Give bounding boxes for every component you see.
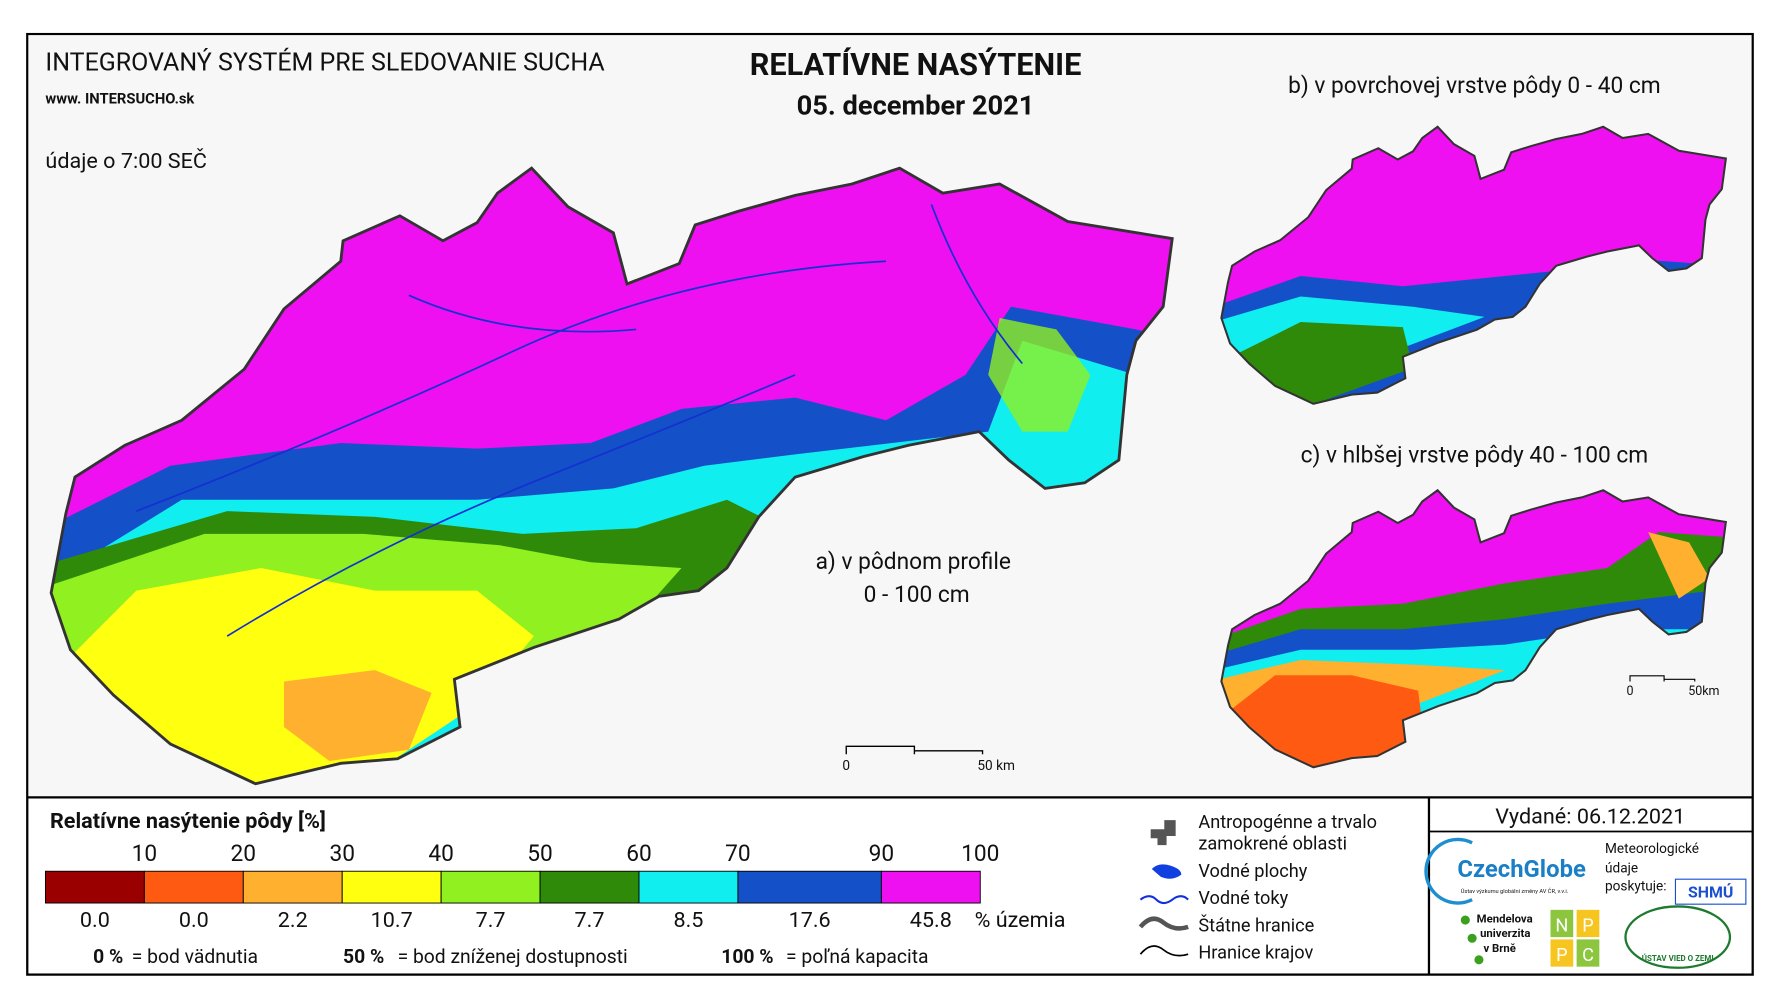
class-share: 45.8 <box>910 908 952 933</box>
shmu-note: údaje <box>1605 860 1638 876</box>
dot <box>1474 955 1484 965</box>
uvz: ÚSTAV VIED O ZEMI <box>1642 954 1714 963</box>
class-share: 2.2 <box>278 908 308 933</box>
legend-swatch <box>880 870 981 904</box>
nppc: P <box>1556 945 1567 966</box>
legend-label: Vodné toky <box>1198 888 1288 909</box>
nppc-tile <box>1550 939 1574 967</box>
issued-date: Vydané: 06.12.2021 <box>1495 805 1685 830</box>
mendel: Mendelova <box>1477 911 1533 925</box>
legend-icon <box>1151 864 1182 879</box>
shmu-note: poskytuje: <box>1605 879 1667 895</box>
legend-icon <box>1138 916 1189 931</box>
note-key: 100 % <box>721 945 773 968</box>
nppc-tile <box>1550 909 1574 938</box>
legend-title: Relatívne nasýtenie pôdy [%] <box>50 809 326 834</box>
uvz-logo <box>1624 905 1732 969</box>
time-note: údaje o 7:00 SEČ <box>45 147 207 174</box>
legend-label: Hranice krajov <box>1198 943 1313 964</box>
map-label: a) v pôdnom profile <box>816 548 1011 575</box>
scale-label: 0 <box>842 758 850 774</box>
note-text: = bod zníženej dostupnosti <box>398 945 628 968</box>
note-key: 0 % <box>93 945 123 968</box>
scale-label: 50km <box>1688 684 1719 699</box>
class-share: 0.0 <box>179 908 209 933</box>
czechglobe-sub: Ústav výzkumu globální změny AV ČR, v.v.… <box>1461 888 1569 895</box>
logo-arc <box>1424 837 1473 905</box>
map-legend: Antropogénne a trvalo zamokrené oblasti … <box>1138 812 1377 964</box>
legend-swatch <box>242 870 343 904</box>
legend-notes: 0 % = bod vädnutia 50 % = bod zníženej dost… <box>93 945 928 968</box>
threshold-label: 50 <box>527 840 553 867</box>
legend-label: zamokrené oblasti <box>1198 834 1347 855</box>
class-share: 7.7 <box>476 908 506 933</box>
title: RELATÍVNE NASÝTENIE <box>750 46 1082 83</box>
legend-swatch <box>638 870 739 904</box>
threshold-label: 60 <box>626 840 652 867</box>
legend-swatch <box>143 870 244 904</box>
legend-label: Štátne hranice <box>1198 914 1314 936</box>
class-share: 8.5 <box>673 908 703 933</box>
threshold-label: 70 <box>725 840 751 867</box>
dot <box>1467 933 1477 943</box>
legend-swatch <box>737 870 882 904</box>
legend-swatch <box>341 870 442 904</box>
dot <box>1460 915 1470 925</box>
legend-swatch <box>44 870 145 904</box>
threshold-label: 40 <box>428 840 454 867</box>
class-share: 7.7 <box>575 908 605 933</box>
threshold-label: 90 <box>869 840 895 867</box>
nppc-tile <box>1576 909 1600 938</box>
threshold-label: 30 <box>329 840 355 867</box>
class-share: 0.0 <box>80 908 110 933</box>
threshold-label: 20 <box>231 840 257 867</box>
legend-icon <box>1139 945 1189 957</box>
shmu: SHMÚ <box>1688 882 1733 901</box>
class-share: 10.7 <box>371 908 413 933</box>
date: 05. december 2021 <box>797 90 1035 122</box>
czechglobe: CzechGlobe <box>1457 855 1586 883</box>
scale-label: 50 km <box>977 758 1015 774</box>
threshold-label: 10 <box>132 840 158 867</box>
legend-label: Antropogénne a trvalo <box>1198 812 1377 833</box>
mendel: v Brně <box>1483 941 1515 955</box>
legend-icon <box>1150 820 1176 846</box>
note-text: = poľná kapacita <box>786 945 928 968</box>
class-share: 17.6 <box>789 908 831 933</box>
legend-icon <box>1139 895 1189 905</box>
threshold-label: 100 <box>961 840 999 867</box>
legend-label: Vodné plochy <box>1198 861 1307 882</box>
nppc: C <box>1582 945 1594 966</box>
mendel: univerzita <box>1480 926 1530 940</box>
logos: CzechGlobe Ústav výzkumu globální změny … <box>1424 837 1747 969</box>
legend-swatch <box>539 870 640 904</box>
map-label: c) v hlbšej vrstve pôdy 40 - 100 cm <box>1301 441 1649 468</box>
share-unit: % územia <box>975 908 1066 933</box>
nppc-tile <box>1576 939 1600 967</box>
note-key: 50 % <box>343 945 384 968</box>
map-label: b) v povrchovej vrstve pôdy 0 - 40 cm <box>1288 72 1661 99</box>
shmu-note: Meteorologické <box>1605 841 1699 857</box>
scale-bar <box>845 745 984 755</box>
legend-bar: 0.0 10 0.0 20 2.2 30 10.7 40 7.7 50 7.7 60 8.5 70 17.6… <box>44 840 999 933</box>
nppc: N <box>1555 915 1568 936</box>
map-label: 0 - 100 cm <box>864 581 970 608</box>
shmu-logo <box>1674 878 1747 905</box>
system-title: INTEGROVANÝ SYSTÉM PRE SLEDOVANIE SUCHA <box>45 46 604 77</box>
website: www. INTERSUCHO.sk <box>45 89 195 107</box>
scale-bar <box>1629 675 1696 682</box>
scale-label: 0 <box>1626 684 1633 699</box>
nppc: P <box>1582 915 1593 936</box>
legend-swatch <box>440 870 541 904</box>
note-text: = bod vädnutia <box>132 945 258 968</box>
